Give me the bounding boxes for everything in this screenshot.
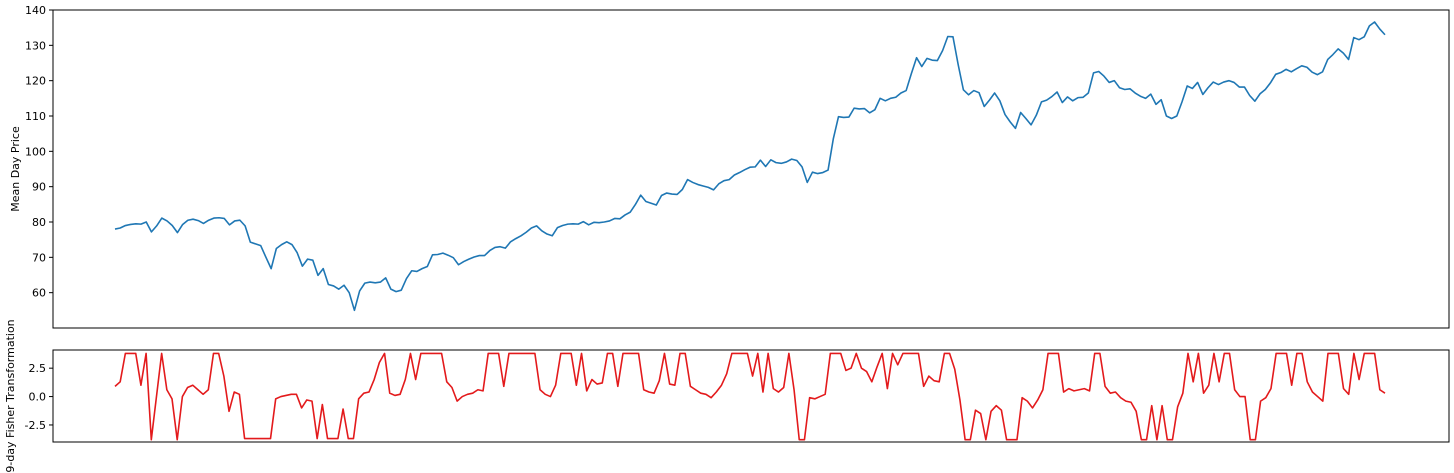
fisher-y-axis-label: 9-day Fisher Transformation bbox=[4, 319, 17, 472]
price-y-tick-label: 130 bbox=[25, 39, 46, 52]
price-y-tick-label: 80 bbox=[32, 216, 46, 229]
fisher-y-tick-label: 2.5 bbox=[29, 362, 47, 375]
price-y-tick-label: 140 bbox=[25, 4, 46, 17]
price-y-axis-label: Mean Day Price bbox=[9, 126, 22, 212]
price-y-tick-label: 110 bbox=[25, 110, 46, 123]
fisher-y-ticks: -2.5 0.0 2.5 bbox=[25, 362, 53, 432]
price-y-tick-label: 90 bbox=[32, 181, 46, 194]
price-chart-panel: 60 70 80 90 100 110 120 130 140 Mean Day Price bbox=[9, 4, 1450, 329]
price-chart-plot-area bbox=[52, 9, 1450, 329]
price-y-tick-label: 120 bbox=[25, 75, 46, 88]
fisher-y-tick-label: 0.0 bbox=[29, 391, 47, 404]
fisher-chart-panel: -2.5 0.0 2.5 9-day Fisher Transformation bbox=[4, 319, 1450, 473]
price-y-ticks: 60 70 80 90 100 110 120 130 140 bbox=[25, 4, 53, 300]
fisher-y-tick-label: -2.5 bbox=[25, 419, 46, 432]
fisher-chart-plot-area bbox=[52, 349, 1450, 443]
price-y-tick-label: 100 bbox=[25, 145, 46, 158]
fisher-series-line bbox=[114, 352, 1386, 441]
price-y-tick-label: 60 bbox=[32, 287, 46, 300]
price-series-line bbox=[114, 21, 1386, 312]
price-y-tick-label: 70 bbox=[32, 251, 46, 264]
